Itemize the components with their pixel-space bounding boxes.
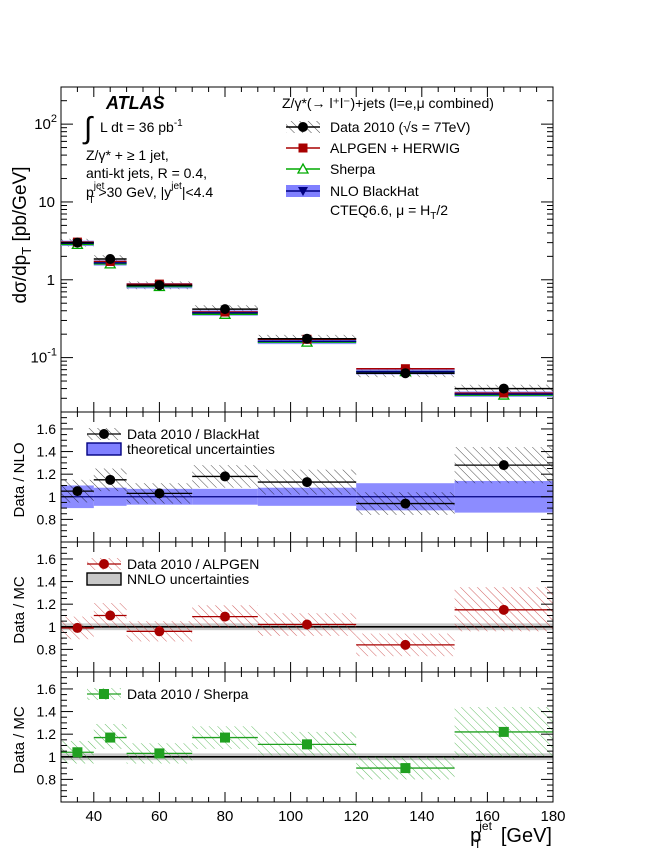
ratio-marker (400, 498, 411, 509)
ratio-alpgen-panel: 0.8 1 1.2 1.4 1.6 (37, 541, 554, 673)
legend-label: NLO BlackHat (330, 183, 419, 199)
ratio-marker (154, 626, 165, 637)
legend-label: Sherpa (330, 161, 375, 177)
panel-frame (60, 86, 554, 413)
ratio-marker (220, 732, 230, 743)
legend-marker-sherpa (296, 162, 310, 174)
data-marker (154, 280, 165, 291)
legend-marker (99, 559, 109, 569)
main-panel: 10-1 1 10 102 (31, 86, 554, 413)
y-tick-label: 1.6 (37, 681, 57, 697)
legend-label: Data 2010 (√s = 7TeV) (330, 119, 470, 135)
y-tick-label: 10 (38, 194, 55, 211)
y-tick-label: 1.6 (37, 421, 57, 437)
legend-marker (99, 689, 109, 699)
x-tick-label: 140 (409, 808, 434, 825)
ratio-sherpa-legend: Data 2010 / Sherpa (87, 686, 249, 702)
ratio-marker (105, 474, 116, 485)
legend-label: theoretical uncertainties (127, 441, 275, 457)
x-tick-label: 160 (475, 808, 500, 825)
legend-swatch-band (86, 572, 122, 586)
x-tick-label: 120 (344, 808, 369, 825)
pdf-note: CTEQ6.6, μ = HT/2 (330, 202, 448, 222)
lumi-label: L dt = 36 pb-1 (100, 118, 183, 135)
legend-marker-data (298, 122, 308, 132)
ratio-marker (302, 619, 312, 630)
ratio-marker (220, 611, 230, 622)
legend-label: Data 2010 / ALPGEN (127, 556, 259, 572)
x-tick-label: 60 (151, 808, 168, 825)
ratio-nlo-panel: 0.8 1 1.2 1.4 1.6 (37, 411, 554, 543)
y-tick-label: 102 (34, 113, 57, 133)
x-axis-title: pjet T [GeV] (470, 819, 552, 851)
legend-marker-nlo (298, 187, 308, 196)
legend-label: Data 2010 / Sherpa (127, 686, 249, 702)
legend-label: ALPGEN + HERWIG (330, 140, 460, 156)
ratio-marker (72, 622, 83, 633)
ratio-marker (154, 748, 165, 759)
ratio-sherpa-panel: 0.8 1 1.2 1.4 1.6 40 60 80 100 120 140 160 180 (37, 671, 566, 825)
legend-label: NNLO uncertainties (127, 571, 249, 587)
y-tick-label: 1.4 (37, 574, 57, 590)
ratio-marker (498, 726, 509, 737)
y-tick-label: 10-1 (31, 347, 57, 367)
ratio-marker (302, 739, 312, 750)
ratio-marker (302, 477, 312, 488)
legend-marker-alpgen (298, 143, 308, 153)
selection-line-2: anti-kt jets, R = 0.4, (86, 165, 207, 181)
ratio-alpgen-ylabel: Data / MC (11, 576, 28, 644)
ratio-marker (400, 639, 411, 650)
x-tick-label: 180 (540, 808, 565, 825)
data-marker (400, 368, 411, 379)
legend-marker (99, 429, 109, 439)
ratio-marker (72, 486, 83, 497)
y-tick-label: 1.2 (37, 726, 57, 742)
ratio-marker (154, 488, 165, 499)
ratio-marker (105, 610, 116, 621)
y-tick-label: 1.2 (37, 596, 57, 612)
data-marker (72, 237, 83, 248)
ratio-marker (72, 747, 83, 758)
cut-line: pjet T>30 GeV, |yjet|<4.4 (86, 181, 213, 206)
data-marker (220, 304, 230, 315)
y-tick-label: 0.8 (37, 641, 57, 657)
process-title: Z/γ*(→ l⁺l⁻)+jets (l=e,μ combined) (282, 95, 494, 111)
ratio-sherpa-ylabel: Data / MC (11, 706, 28, 774)
y-tick-label: 0.8 (37, 511, 57, 527)
x-tick-label: 80 (217, 808, 234, 825)
data-marker (105, 253, 116, 264)
legend-label: Data 2010 / BlackHat (127, 426, 259, 442)
selection-line-1: Z/γ* + ≥ 1 jet, (86, 147, 169, 163)
data-marker (302, 333, 312, 344)
y-tick-label: 1.4 (37, 444, 57, 460)
y-tick-label: 1 (48, 489, 56, 505)
y-tick-label: 0.8 (37, 771, 57, 787)
y-tick-label: 1 (47, 272, 55, 289)
ratio-marker (400, 763, 411, 774)
ratio-marker (498, 460, 509, 471)
y-tick-label: 1.4 (37, 704, 57, 720)
y-tick-label: 1.6 (37, 551, 57, 567)
y-tick-label: 1 (48, 749, 56, 765)
ratio-marker (105, 732, 116, 743)
legend-swatch-band (86, 442, 122, 456)
ratio-marker (220, 471, 230, 482)
main-ylabel: dσ/dpT [pb/GeV] (10, 167, 34, 304)
y-tick-label: 1 (48, 619, 56, 635)
atlas-label: ATLAS (105, 93, 165, 113)
data-marker (498, 383, 509, 394)
ratio-marker (498, 604, 509, 615)
x-tick-label: 100 (278, 808, 303, 825)
main-legend: Data 2010 (√s = 7TeV) ALPGEN + HERWIG Sher… (286, 119, 470, 199)
y-tick-label: 1.2 (37, 466, 57, 482)
x-tick-label: 40 (85, 808, 102, 825)
lumi-integral: ∫ (82, 112, 94, 145)
ratio-nlo-ylabel: Data / NLO (11, 442, 28, 517)
